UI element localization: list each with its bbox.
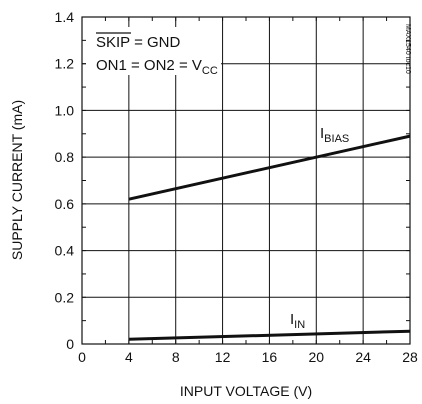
x-tick-label: 24	[355, 349, 371, 365]
x-tick-label: 16	[262, 349, 278, 365]
x-tick-labels: 0 4 8 12 16 20 24 28	[78, 349, 418, 365]
conditions-line2: ON1 = ON2 = VCC	[96, 57, 218, 77]
x-tick-label: 8	[172, 349, 180, 365]
figure-code: MAX1540 toc10	[404, 24, 411, 74]
y-tick-label: 0.4	[55, 243, 75, 259]
x-tick-label: 28	[402, 349, 418, 365]
skip-rest: = GND	[130, 34, 181, 51]
y-tick-label: 0.2	[55, 289, 75, 305]
series-line-ibias	[128, 134, 411, 201]
skip-label: SKIP	[96, 34, 130, 51]
conditions-box-bg	[86, 27, 221, 75]
series-line-iin	[128, 329, 411, 341]
y-axis-title: SUPPLY CURRENT (mA)	[9, 100, 25, 260]
series-lines	[128, 134, 411, 341]
y-tick-label: 0.6	[55, 196, 75, 212]
on-label: ON1 = ON2 = V	[96, 57, 202, 74]
series-label-ibias: IBIAS	[320, 125, 349, 145]
y-tick-label: 0	[66, 336, 74, 352]
x-tick-label: 0	[78, 349, 86, 365]
y-tick-label: 1.0	[55, 102, 75, 118]
y-tick-label: 1.4	[55, 9, 75, 25]
x-axis-title: INPUT VOLTAGE (V)	[180, 383, 312, 399]
series-label-iin: IIN	[290, 311, 305, 331]
y-tick-labels: 0 0.2 0.4 0.6 0.8 1.0 1.2 1.4	[55, 9, 75, 352]
conditions-line1: SKIP = GND	[96, 34, 181, 51]
x-tick-label: 12	[215, 349, 231, 365]
on-sub: CC	[202, 65, 218, 77]
x-tick-label: 20	[308, 349, 324, 365]
y-tick-label: 0.8	[55, 149, 75, 165]
y-tick-label: 1.2	[55, 56, 75, 72]
x-tick-label: 4	[125, 349, 133, 365]
ticks	[81, 16, 411, 345]
